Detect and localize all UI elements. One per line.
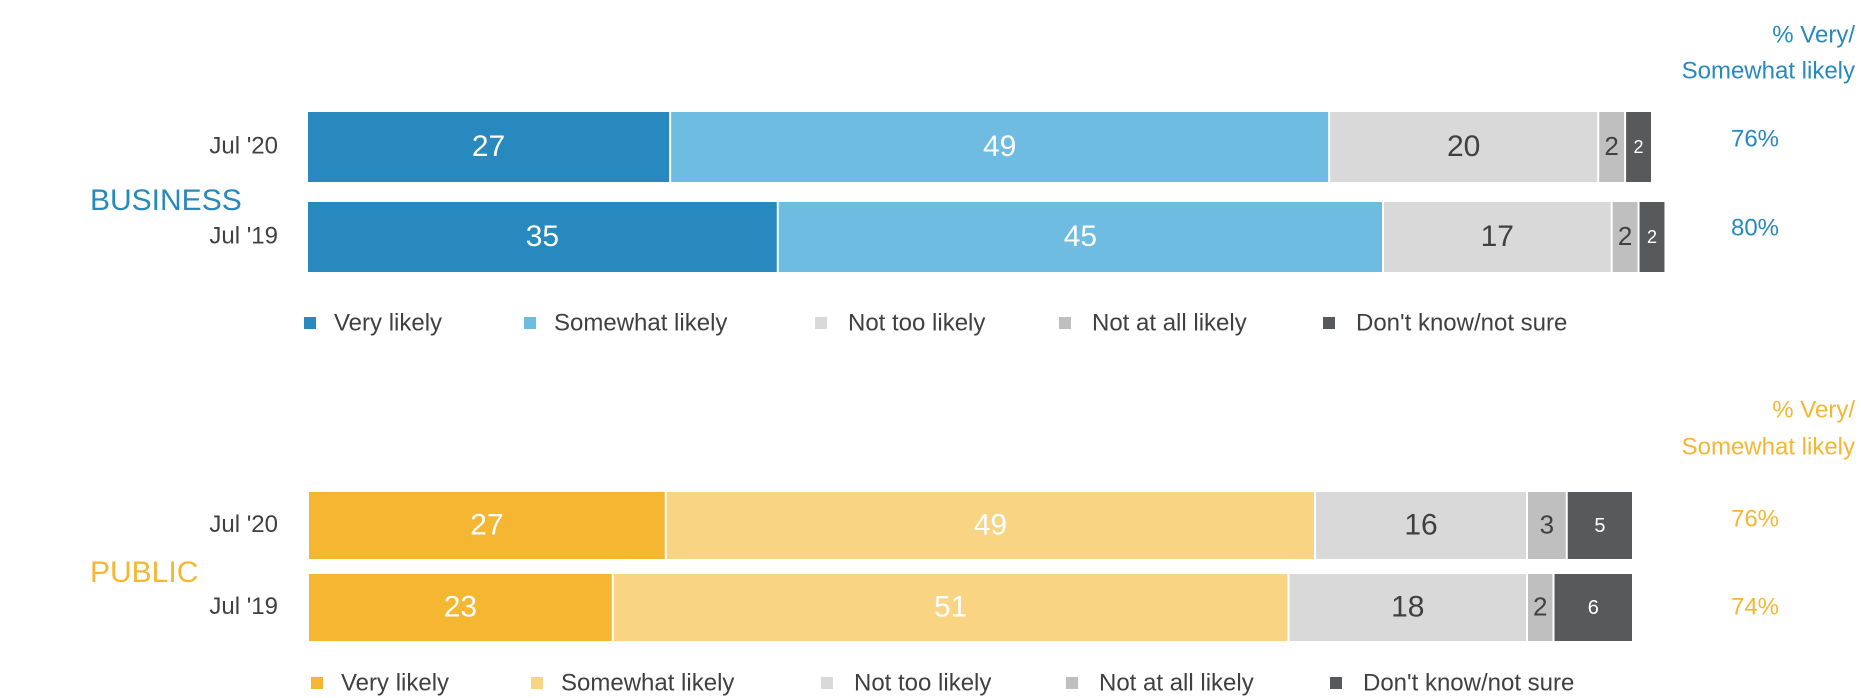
public-bar-segment [613,574,1288,641]
business-data-label: 35 [526,220,559,253]
business-data-label: 2 [1618,221,1632,251]
business-category-label: Jul '19 [209,222,278,249]
public-category-label: Jul '20 [209,511,278,538]
business-data-label: 2 [1604,131,1618,161]
public-data-label: 2 [1533,591,1547,621]
public-bar-segment [1554,574,1632,641]
public-data-label: 49 [974,508,1007,541]
business-legend-label: Don't know/not sure [1356,309,1567,336]
business-group-label: BUSINESS [90,184,242,217]
public-data-label: 18 [1391,590,1424,623]
business-bar-segment [1330,112,1598,182]
public-legend-label: Not too likely [854,669,991,696]
business-bar-segment [1384,202,1611,272]
business-data-label: 27 [472,130,505,163]
business-bar-segment [1626,112,1651,182]
public-net-value: 76% [1731,505,1779,532]
business-net-header-line: Somewhat likely [1682,57,1855,84]
public-data-label: 27 [470,508,503,541]
public-data-label: 3 [1540,509,1554,539]
business-legend-label: Not at all likely [1092,309,1247,336]
business-net-value: 80% [1731,214,1779,241]
public-bar-segment [1289,574,1526,641]
business-data-label: 49 [983,130,1016,163]
business-data-label: 17 [1481,220,1514,253]
public-data-label: 6 [1588,597,1599,619]
business-legend-label: Very likely [334,309,442,336]
public-bar-segment [1316,492,1526,559]
public-bar-segment [1528,492,1566,559]
public-bar-segment [666,492,1314,559]
public-data-label: 16 [1404,508,1437,541]
public-net-header-line: % Very/ [1772,396,1855,423]
business-legend-swatch [524,317,536,329]
public-legend-swatch [531,677,543,689]
public-legend-swatch [821,677,833,689]
business-legend-label: Somewhat likely [554,309,727,336]
public-net-value: 74% [1731,593,1779,620]
public-group-label: PUBLIC [90,556,198,589]
public-data-label: 23 [444,590,477,623]
business-legend-label: Not too likely [848,309,985,336]
business-category-label: Jul '20 [209,132,278,159]
public-legend-label: Don't know/not sure [1363,669,1574,696]
business-net-value: 76% [1731,125,1779,152]
business-data-label: 2 [1647,227,1657,247]
business-bar-segment [1639,202,1665,272]
public-category-label: Jul '19 [209,593,278,620]
business-bar-segment [1612,202,1638,272]
public-legend-swatch [311,677,323,689]
public-bar-segment [1567,492,1632,559]
public-legend-label: Not at all likely [1099,669,1254,696]
public-legend-swatch [1330,677,1342,689]
public-data-label: 5 [1594,515,1605,537]
business-bar-segment [1599,112,1625,182]
business-legend-swatch [304,317,316,329]
business-data-label: 2 [1634,137,1644,157]
business-data-label: 20 [1447,130,1480,163]
public-bar-segment [1528,574,1553,641]
business-legend-swatch [1323,317,1335,329]
public-legend-label: Somewhat likely [561,669,734,696]
public-net-header-line: Somewhat likely [1682,433,1855,460]
business-legend-swatch [815,317,827,329]
business-bar-segment [778,202,1382,272]
public-bar-segment [309,492,665,559]
business-bar-segment [308,202,777,272]
public-legend-label: Very likely [341,669,449,696]
public-bar-segment [309,574,612,641]
public-data-label: 51 [934,590,967,623]
business-data-label: 45 [1064,220,1097,253]
business-legend-swatch [1059,317,1071,329]
public-legend-swatch [1066,677,1078,689]
business-bar-segment [308,112,670,182]
business-bar-segment [671,112,1329,182]
business-net-header-line: % Very/ [1772,21,1855,48]
